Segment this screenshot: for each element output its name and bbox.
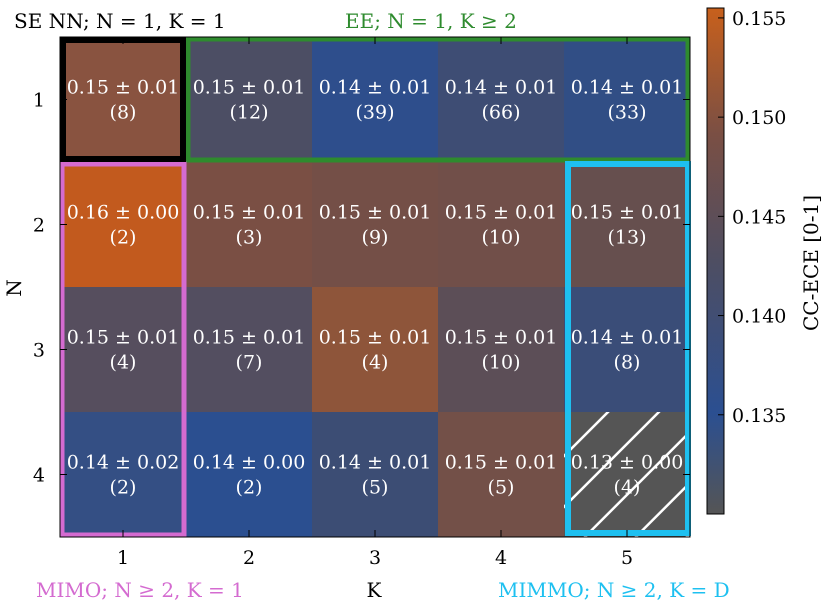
x-tick-label: 3 [369,547,381,569]
cell-value-label: 0.14 ± 0.01 [319,77,432,99]
cell-count-label: (8) [614,352,641,374]
se-nn-label: SE NN; N = 1, K = 1 [14,9,226,33]
colorbar-tick-label: 0.150 [732,107,786,129]
colorbar [706,7,725,515]
cell-count-label: (7) [236,352,263,374]
x-axis-label: K [367,578,383,602]
cell-count-label: (4) [362,352,389,374]
cell-value-label: 0.15 ± 0.01 [445,327,558,349]
cell-value-label: 0.14 ± 0.01 [571,77,684,99]
heatmap-cell [438,287,564,412]
colorbar-tick-label: 0.135 [732,405,786,427]
cell-value-label: 0.15 ± 0.01 [445,202,558,224]
colorbar-tick-label: 0.145 [732,206,786,228]
heatmap-cell [564,412,690,537]
cell-value-label: 0.14 ± 0.01 [571,327,684,349]
heatmap-cell [312,162,438,287]
y-axis-label: N [2,279,26,297]
heatmap-cell [60,37,186,162]
cell-count-label: (4) [614,477,641,499]
x-tick-label: 4 [495,547,507,569]
heatmap-cell [564,37,690,162]
cell-value-label: 0.15 ± 0.01 [319,202,432,224]
cell-value-label: 0.13 ± 0.00 [571,452,684,474]
cell-value-label: 0.15 ± 0.01 [193,202,306,224]
cell-count-label: (5) [488,477,515,499]
heatmap-cell [186,162,312,287]
heatmap-cell [186,37,312,162]
cell-value-label: 0.15 ± 0.01 [193,77,306,99]
x-tick-label: 1 [117,547,129,569]
cell-count-label: (12) [229,102,268,124]
cell-count-label: (13) [607,227,646,249]
heatmap-cell [438,412,564,537]
cell-value-label: 0.16 ± 0.00 [67,202,180,224]
cell-value-label: 0.15 ± 0.01 [319,327,432,349]
heatmap-cell [60,412,186,537]
heatmap-cell [312,37,438,162]
cell-count-label: (2) [236,477,263,499]
heatmap-cell [312,287,438,412]
mimo-label: MIMO; N ≥ 2, K = 1 [36,578,244,602]
cell-count-label: (5) [362,477,389,499]
y-tick-label: 3 [33,340,45,362]
cell-count-label: (33) [607,102,646,124]
cell-count-label: (8) [110,102,137,124]
axes: 1 2 3 4 5 1 2 3 4 [33,36,691,569]
cell-value-label: 0.14 ± 0.01 [319,452,432,474]
colorbar-tick-label: 0.155 [732,8,786,30]
heatmap-cell [60,162,186,287]
y-tick-label: 1 [33,90,45,112]
heatmap-cell [186,287,312,412]
cell-value-label: 0.15 ± 0.01 [67,327,180,349]
mimmo-region-outline [565,161,691,536]
cell-value-label: 0.14 ± 0.02 [67,452,180,474]
ee-label: EE; N = 1, K ≥ 2 [345,9,517,33]
cell-count-label: (39) [355,102,394,124]
cell-value-label: 0.15 ± 0.01 [67,77,180,99]
cell-value-label: 0.15 ± 0.01 [193,327,306,349]
cell-count-label: (10) [481,352,520,374]
cell-count-label: (3) [236,227,263,249]
y-tick-label: 4 [33,465,45,487]
mimmo-label: MIMMO; N ≥ 2, K = D [498,578,730,602]
cell-value-label: 0.14 ± 0.00 [193,452,306,474]
heatmap-cell [564,287,690,412]
cell-value-label: 0.14 ± 0.01 [445,77,558,99]
heatmap-cell [312,412,438,537]
cell-value-label: 0.15 ± 0.01 [445,452,558,474]
colorbar-tick-label: 0.140 [732,306,786,328]
cell-count-label: (66) [481,102,520,124]
colorbar-label: CC-ECE [0-1] [799,195,823,331]
x-tick-label: 5 [621,547,633,569]
heatmap-cell [438,37,564,162]
y-tick-label: 2 [33,215,45,237]
cell-count-label: (4) [110,352,137,374]
cell-count-label: (2) [110,227,137,249]
colorbar-ticks: 0.135 0.140 0.145 0.150 0.155 [718,8,786,427]
heatmap-cell [438,162,564,287]
x-tick-label: 2 [243,547,255,569]
cell-count-label: (10) [481,227,520,249]
cell-value-label: 0.15 ± 0.01 [571,202,684,224]
heatmap-cell [60,287,186,412]
heatmap-cell [186,412,312,537]
heatmap-cells: 0.15 ± 0.01 (8) 0.15 ± 0.01 (12) 0.14 ± 0.01… [60,37,690,537]
heatmap-cell [564,162,690,287]
cell-count-label: (9) [362,227,389,249]
cell-count-label: (2) [110,477,137,499]
